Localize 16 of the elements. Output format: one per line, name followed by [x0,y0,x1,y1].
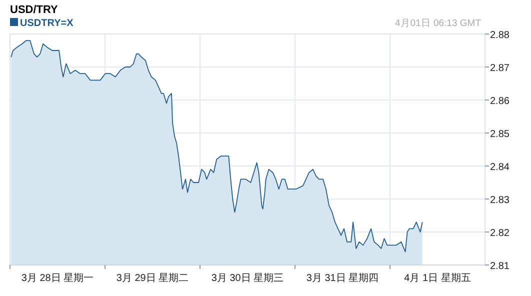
y-tick-label: 2.87 [490,63,510,74]
x-tick-label: 3月 30日 星期三 [211,272,284,284]
y-tick-label: 2.86 [490,96,510,107]
x-tick-label: 3月 29日 星期二 [116,272,189,284]
y-tick-label: 2.82 [490,228,510,239]
y-tick-label: 2.81 [490,261,510,272]
x-tick-label: 3月 28日 星期一 [21,272,94,284]
text: 4月01日 06:13 GMT [394,18,482,29]
x-tick-label: 3月 31日 星期四 [306,272,379,284]
chart-title: USD/TRY [10,4,59,16]
y-tick-label: 2.84 [490,162,510,173]
y-tick-label: 2.83 [490,195,510,206]
series-label: USDTRY=X [20,18,74,29]
y-tick-label: 2.85 [490,129,510,140]
x-tick-label: 4月 1日 星期五 [404,272,471,284]
y-tick-label: 2.88 [490,30,510,41]
